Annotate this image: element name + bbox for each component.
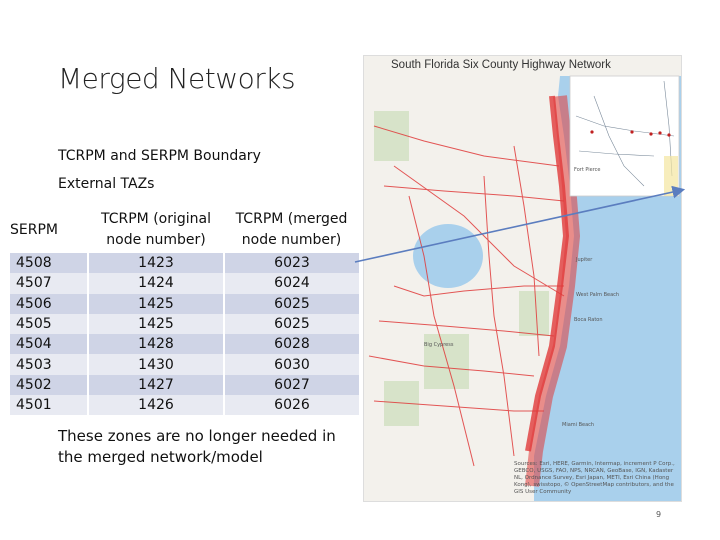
header-tcrpm-original: TCRPM (original node number) — [101, 211, 211, 248]
cell-tcrpm-original: 1428 — [87, 334, 224, 355]
cell-serpm: 4502 — [10, 374, 88, 396]
cell-serpm: 4505 — [10, 313, 88, 335]
highway-network-map: Fort Pierce Jupiter Boca Raton West Palm… — [363, 55, 682, 502]
subtitle-boundary: TCRPM and SERPM Boundary — [58, 148, 261, 164]
cell-serpm: 4507 — [10, 273, 88, 294]
table-row: 4501 1426 6026 — [10, 395, 359, 416]
cell-tcrpm-original: 1426 — [87, 395, 224, 416]
coastal-road-network — [525, 95, 581, 487]
note-text: These zones are no longer needed in the … — [58, 427, 336, 466]
subtitle-external-tazs: External TAZs — [58, 176, 155, 192]
inset-node — [590, 130, 594, 134]
map-label: Boca Raton — [574, 317, 603, 323]
map-title: South Florida Six County Highway Network — [391, 59, 611, 71]
map-attribution: Sources: Esri, HERE, Garmin, Intermap, i… — [514, 461, 675, 495]
cell-tcrpm-original: 1427 — [87, 374, 224, 396]
cell-serpm: 4501 — [10, 395, 88, 416]
map-label: Miami Beach — [562, 422, 594, 428]
inset-map — [569, 75, 680, 197]
cell-tcrpm-original: 1425 — [87, 313, 224, 335]
table-row: 4507 1424 6024 — [10, 273, 359, 294]
table-row: 4503 1430 6030 — [10, 354, 359, 375]
park-area — [374, 111, 409, 161]
inset-urban-area — [664, 156, 678, 196]
cell-serpm: 4506 — [10, 293, 88, 314]
table-row: 4508 1423 6023 — [10, 252, 359, 274]
cell-tcrpm-merged: 6028 — [223, 334, 359, 355]
inset-node — [630, 130, 634, 134]
map-label: West Palm Beach — [576, 292, 619, 298]
map-label: Fort Pierce — [574, 167, 601, 173]
cell-tcrpm-merged: 6030 — [223, 354, 359, 375]
table-row: 4505 1425 6025 — [10, 313, 359, 335]
cell-tcrpm-merged: 6025 — [223, 293, 359, 314]
cell-tcrpm-merged: 6024 — [223, 273, 359, 294]
cell-tcrpm-merged: 6023 — [223, 252, 359, 274]
map-label: Jupiter — [575, 257, 593, 263]
header-tcrpm-merged: TCRPM (merged node number) — [235, 211, 348, 248]
cell-tcrpm-original: 1430 — [87, 354, 224, 375]
cell-tcrpm-original: 1423 — [87, 252, 224, 274]
table-row: 4504 1428 6028 — [10, 334, 359, 355]
inset-node — [649, 132, 653, 136]
table-row: 4502 1427 6027 — [10, 374, 359, 396]
map-label: Big Cypress — [424, 342, 454, 348]
table-row: 4506 1425 6025 — [10, 293, 359, 314]
map-graphic: Fort Pierce Jupiter Boca Raton West Palm… — [364, 56, 681, 501]
header-serpm: SERPM — [10, 221, 58, 238]
inset-node — [667, 133, 671, 137]
inset-node — [658, 131, 662, 135]
cell-serpm: 4508 — [10, 252, 88, 274]
cell-tcrpm-merged: 6027 — [223, 374, 359, 396]
table-header-row: SERPM TCRPM (original node number) TCRPM… — [10, 209, 359, 252]
taz-table: SERPM TCRPM (original node number) TCRPM… — [10, 209, 359, 416]
cell-tcrpm-merged: 6025 — [223, 313, 359, 335]
slide-title: Merged Networks — [58, 62, 296, 95]
cell-serpm: 4503 — [10, 354, 88, 375]
page-number: 9 — [656, 510, 662, 519]
cell-serpm: 4504 — [10, 334, 88, 355]
cell-tcrpm-merged: 6026 — [223, 395, 359, 416]
cell-tcrpm-original: 1424 — [87, 273, 224, 294]
park-area — [519, 291, 549, 336]
cell-tcrpm-original: 1425 — [87, 293, 224, 314]
